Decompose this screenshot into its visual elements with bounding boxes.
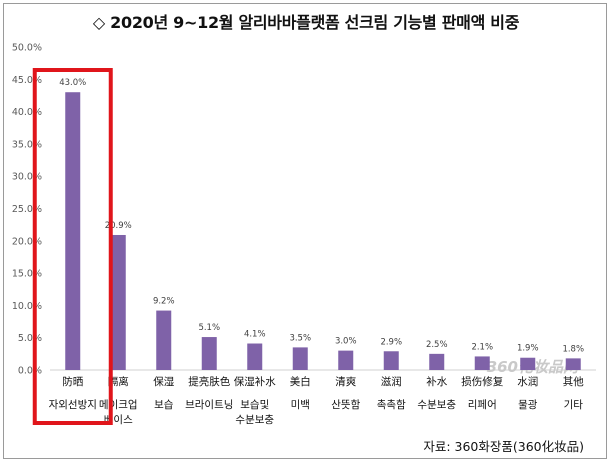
data-label: 3.0% — [335, 337, 357, 347]
y-tick-label: 0.0% — [18, 366, 42, 377]
y-tick-label: 15.0% — [12, 269, 42, 280]
category-label-kr: 산뜻함 — [331, 399, 360, 411]
category-label-kr: 기타 — [564, 399, 584, 411]
source-note: 자료: 360화장품(360化妆品) — [423, 439, 584, 454]
y-tick-label: 10.0% — [12, 301, 42, 312]
data-label: 20.9% — [105, 221, 132, 231]
category-label-cn: 美白 — [290, 375, 311, 388]
y-tick-label: 20.0% — [12, 236, 42, 247]
y-tick-label: 30.0% — [12, 172, 42, 183]
category-label-cn: 水润 — [517, 375, 538, 388]
category-label-kr: 수분보충 — [417, 399, 456, 411]
y-tick-label: 5.0% — [18, 333, 42, 344]
bar — [292, 347, 308, 370]
category-label-kr: 브라이트닝 — [185, 399, 233, 411]
data-label: 4.1% — [244, 330, 266, 340]
bar — [474, 356, 490, 370]
category-label-cn: 保湿补水 — [234, 375, 276, 388]
data-label: 43.0% — [59, 78, 86, 88]
y-tick-label: 45.0% — [12, 75, 42, 86]
bar — [565, 358, 581, 370]
bar — [520, 357, 536, 370]
category-label-kr: 메이크업 — [99, 398, 138, 411]
category-label-kr: 리페어 — [468, 399, 497, 411]
category-label-kr: 보습 — [154, 399, 174, 411]
data-label: 2.5% — [426, 340, 448, 350]
data-label: 5.1% — [198, 323, 220, 333]
bar — [65, 92, 81, 370]
y-tick-label: 35.0% — [12, 139, 42, 150]
category-label-kr: 미백 — [291, 399, 310, 411]
data-label: 3.5% — [289, 333, 311, 343]
y-tick-label: 40.0% — [12, 107, 42, 118]
bar — [156, 310, 172, 370]
data-label: 2.1% — [471, 342, 493, 352]
data-label: 1.9% — [517, 344, 539, 354]
bar — [201, 337, 217, 370]
category-label-cn: 滋润 — [381, 375, 402, 388]
data-label: 1.8% — [562, 344, 584, 354]
chart-frame — [3, 3, 607, 459]
bar — [383, 351, 399, 370]
bar — [338, 350, 354, 370]
chart-title: ◇ 2020년 9~12월 알리바바플랫폼 선크림 기능별 판매액 비중 — [92, 13, 520, 32]
category-label-kr: 자외선방지 — [49, 399, 97, 411]
category-label-cn: 防晒 — [62, 375, 83, 388]
data-label: 2.9% — [380, 337, 402, 347]
bar — [247, 343, 263, 370]
category-label-cn: 清爽 — [335, 375, 356, 388]
category-label-cn: 隔离 — [108, 375, 129, 388]
y-tick-label: 25.0% — [12, 204, 42, 215]
y-tick-label: 50.0% — [12, 43, 42, 54]
category-label-cn: 其他 — [563, 375, 584, 388]
category-label-kr: 보습및 — [240, 399, 269, 411]
highlight-box — [32, 68, 113, 425]
data-label: 9.2% — [153, 297, 175, 307]
category-label-cn: 损伤修复 — [461, 375, 503, 388]
category-label-cn: 保湿 — [153, 375, 174, 388]
category-label-kr: 촉촉함 — [377, 399, 406, 411]
category-label-cn: 补水 — [426, 375, 447, 388]
bar — [110, 234, 126, 370]
bar — [429, 353, 445, 370]
category-label-cn: 提亮肤色 — [188, 375, 230, 388]
category-label-kr: 수분보충 — [235, 414, 274, 426]
category-label-kr: 물광 — [518, 399, 538, 411]
